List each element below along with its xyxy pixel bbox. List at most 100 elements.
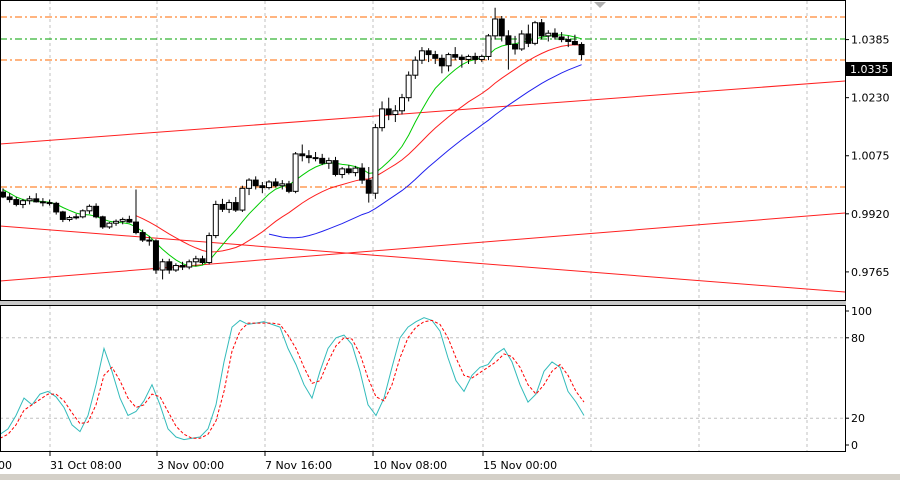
candle-body [186,261,193,268]
candle [252,176,259,190]
candle [285,180,292,194]
candle [578,42,585,61]
trend-line-upper [0,80,846,145]
candle [119,217,126,225]
oscillator-panel-border [0,305,846,452]
candle [139,229,146,242]
oscillator-line [0,317,585,441]
candle-body [458,56,465,60]
candle-body [252,179,259,187]
candle [319,153,326,166]
candle [226,199,233,214]
scroll-marker-icon [594,2,606,8]
candle-body [565,39,572,42]
price-panel-border [0,0,846,301]
price-tick-label: 1.0075 [851,150,890,163]
candle [565,35,572,48]
candle-body [259,185,266,189]
candle-body [332,160,339,175]
candle-body [266,181,272,189]
candle [372,123,379,199]
candle [192,255,199,267]
time-tick-label: 3 Nov 00:00 [157,459,224,472]
bottom-bar [0,474,900,480]
candle-body [119,218,126,222]
candle-body [166,261,173,271]
candle [465,54,472,64]
oscillator-axis-ticks: 100 80 20 0 [845,305,872,452]
candle [152,239,159,274]
candle-body [206,235,213,264]
candle [86,204,93,214]
candle-body [438,57,445,67]
candle-body [93,205,100,218]
candle-body [19,200,26,205]
trend-line-lower [0,212,846,282]
moving-average-line [2,34,582,267]
current-price-label: 1.0335 [850,63,889,76]
candle [525,24,532,48]
candle-body [86,205,93,212]
candle [558,32,565,43]
time-tick-label: 15 Nov 00:00 [483,459,557,472]
oscillator-grid [0,306,845,451]
candle-body [139,232,146,241]
candle [332,156,339,177]
candle [365,166,372,203]
candle-body [305,155,312,159]
candle-body [505,35,512,45]
candle-body [59,211,66,220]
candle-body [492,18,499,37]
candle-body [325,160,332,164]
candle [551,28,558,40]
moving-average-line [268,64,582,239]
candle [292,151,299,194]
candle-body [385,108,392,116]
candle-body [379,108,386,129]
candle [359,163,366,184]
time-axis: 31 Oct 08:00 3 Nov 00:00 7 Nov 16:00 10 Nov… [49,451,557,472]
candle-body [39,201,46,204]
price-tick-label: 0.9920 [851,208,890,221]
candle [59,210,66,223]
candle-body [133,221,139,234]
candle-body [192,258,199,263]
candle-body [339,168,346,175]
candle [512,35,519,55]
candle-body [226,202,233,210]
candle-body [399,97,405,112]
candle-body [345,168,352,174]
candle [498,15,505,42]
candle-body [26,198,33,202]
panel-divider [0,301,846,305]
candle [345,165,352,175]
candle-body [0,191,6,198]
candle [272,178,279,188]
candle-body [126,218,133,223]
candle-body [578,43,585,56]
candle-body [279,183,286,187]
candle [53,201,60,215]
price-panel: 1.0385 1.0230 1.0075 0.9920 0.9765 1.0335 [0,0,892,301]
candle-body [545,32,552,37]
candle-body [272,181,279,187]
candle-body [285,183,292,192]
candle-body [13,199,20,205]
candle [472,52,479,64]
candle [458,54,465,68]
candle-body [425,50,432,56]
candle-body [66,217,73,220]
candle [133,189,139,235]
candle-body [152,240,159,271]
candle-body [113,220,120,224]
candle-body [199,258,206,264]
candle-body [418,50,425,61]
candle [399,93,405,115]
candle [418,47,425,64]
candle-body [159,261,166,271]
candle [79,209,86,219]
candle [259,181,266,194]
candle [299,144,306,162]
price-axis-ticks: 1.0385 1.0230 1.0075 0.9920 0.9765 [845,34,890,279]
